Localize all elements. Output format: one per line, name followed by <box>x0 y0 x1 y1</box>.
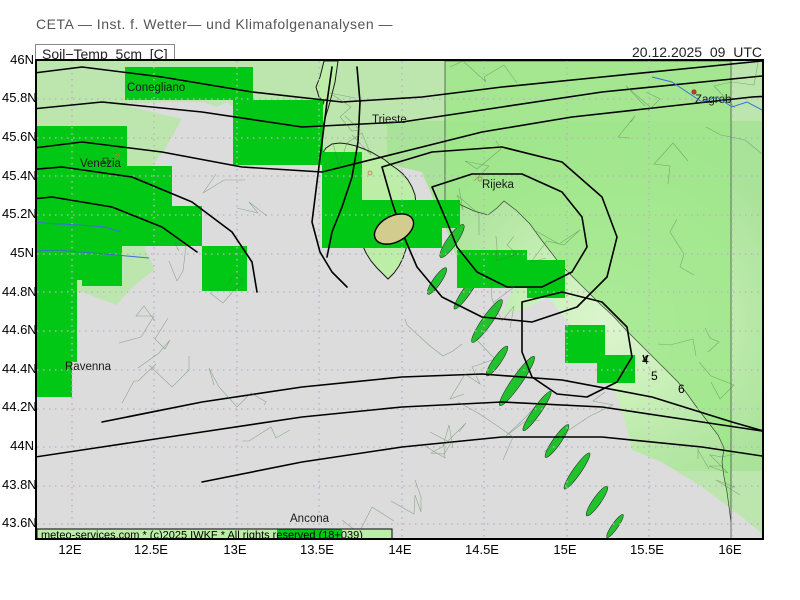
svg-text:Rijeka: Rijeka <box>482 179 515 191</box>
svg-text:5: 5 <box>651 369 658 383</box>
svg-text:Ancona: Ancona <box>290 513 330 525</box>
svg-text:Zagreb: Zagreb <box>695 94 731 106</box>
svg-text:Ravenna: Ravenna <box>65 361 112 373</box>
svg-text:meteo-services.com * (c)2025: meteo-services.com * (c)2025 IWKF * All … <box>41 530 363 541</box>
svg-text:6: 6 <box>678 382 685 396</box>
svg-text:Trieste: Trieste <box>372 114 407 126</box>
svg-text:Conegliano: Conegliano <box>127 82 185 94</box>
svg-text:Venezia: Venezia <box>80 158 122 170</box>
